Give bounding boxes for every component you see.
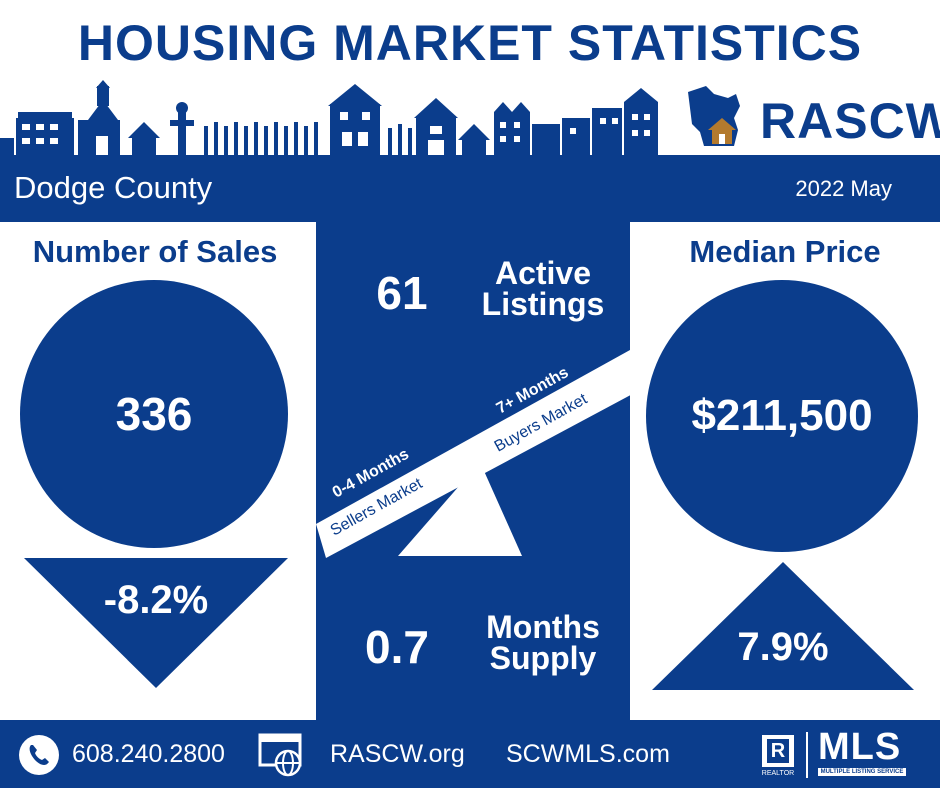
down-triangle-icon (24, 558, 288, 688)
listings-label-line2: Listings (481, 286, 605, 322)
listings-label-line1: Active (494, 255, 592, 291)
realtor-label: REALTOR (761, 770, 795, 777)
town-skyline-illustration (0, 80, 658, 156)
price-label: Median Price (689, 234, 881, 269)
web-icon (258, 733, 302, 777)
supply-label: Months Supply (470, 609, 616, 676)
price-change: 7.9% (737, 625, 829, 669)
listings-value: 61 (376, 267, 428, 319)
phone-icon (19, 735, 59, 775)
realtor-logo: R (762, 735, 794, 767)
sales-label: Number of Sales (32, 234, 278, 269)
supply-label-line2: Supply (489, 640, 597, 676)
listings-label: Active Listings (470, 255, 616, 322)
county-name: Dodge County (14, 170, 213, 205)
mls-subtitle: MULTIPLE LISTING SERVICE (818, 768, 906, 776)
page-title: HOUSING MARKET STATISTICS (77, 15, 863, 71)
supply-value: 0.7 (365, 621, 429, 673)
footer-site-scwmls[interactable]: SCWMLS.com (506, 740, 670, 768)
sales-value: 336 (115, 388, 193, 440)
report-period: 2022 May (795, 176, 892, 201)
header-band (0, 155, 940, 222)
price-value: $211,500 (691, 391, 873, 440)
wisconsin-house-icon (688, 86, 740, 146)
sales-change: -8.2% (103, 578, 209, 622)
scale-fulcrum (398, 462, 522, 556)
scale-beam (316, 350, 640, 558)
supply-label-line1: Months (486, 609, 600, 645)
brand-name: RASCW (760, 93, 940, 149)
sales-circle: 336 (20, 280, 288, 548)
market-scale: 0-4 Months Sellers Market 7+ Months Buye… (316, 350, 640, 558)
footer-divider (806, 732, 808, 778)
up-triangle-icon (652, 562, 914, 690)
footer-site-rascw[interactable]: RASCW.org (330, 740, 465, 768)
mls-logo: MLS (818, 726, 902, 768)
price-circle: $211,500 (646, 280, 918, 552)
footer-phone[interactable]: 608.240.2800 (72, 740, 225, 768)
